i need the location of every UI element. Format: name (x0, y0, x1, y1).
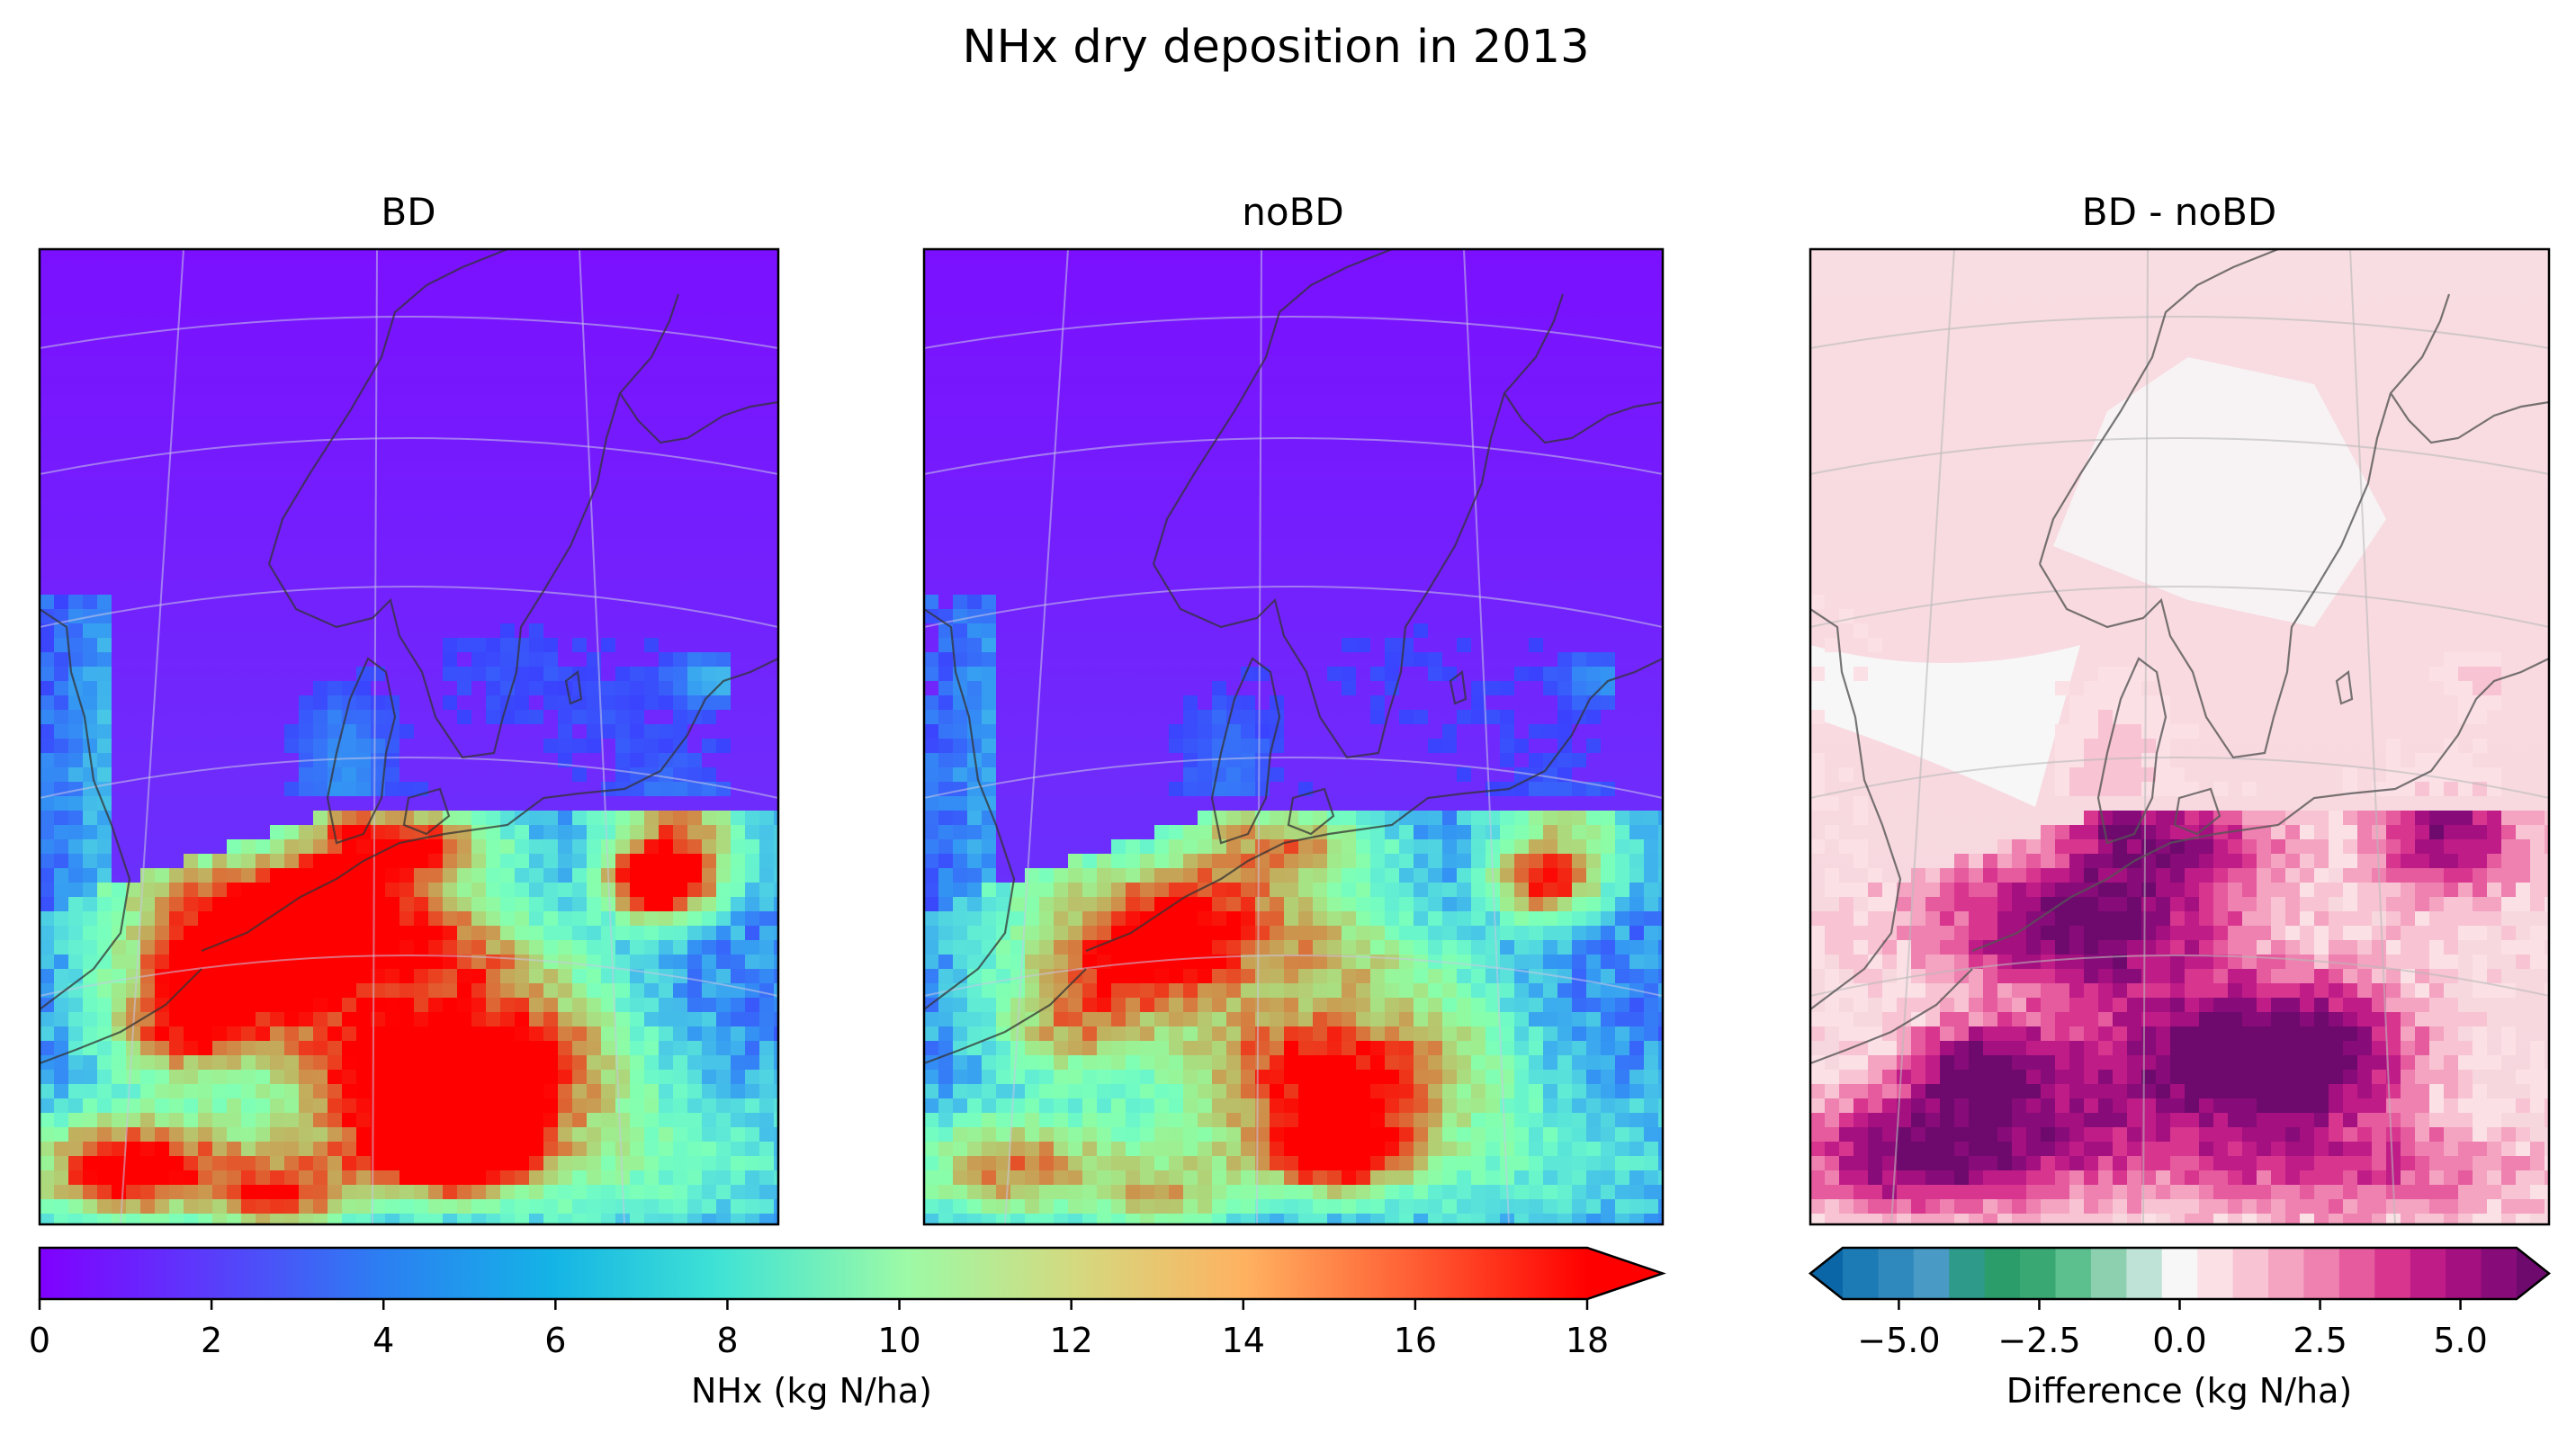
map-panel-diff (1810, 249, 2549, 1224)
colorbar-nhx-tick-label: 14 (1222, 1321, 1265, 1360)
colorbar-diff-extend-low (1810, 1248, 1843, 1299)
colorbar-diff-segment (1843, 1248, 1880, 1299)
colorbar-diff-tick-label: −2.5 (1997, 1321, 2080, 1360)
colorbar-diff-segment (2338, 1248, 2375, 1299)
panel-title-nobd: noBD (1242, 190, 1343, 234)
colorbar-diff-label: Difference (kg N/ha) (2006, 1371, 2352, 1411)
colorbar-diff-segment (2481, 1248, 2518, 1299)
colorbar-nhx-tick-label: 10 (877, 1321, 920, 1360)
coastline-diff (1810, 249, 2549, 1065)
colorbar-nhx-label: NHx (kg N/ha) (691, 1371, 932, 1411)
map-panel-nobd (924, 249, 1663, 1224)
colorbar-nhx-extend-arrow (1587, 1248, 1663, 1299)
panel-title-diff: BD - noBD (2082, 190, 2276, 234)
colorbar-diff-segment (2020, 1248, 2057, 1299)
colorbar-nhx-tick-label: 16 (1394, 1321, 1437, 1360)
colorbar-nhx-tick-label: 0 (29, 1321, 50, 1360)
colorbar-diff-segment (2055, 1248, 2092, 1299)
graticule-nobd (924, 249, 1663, 1224)
colorbar-diff-tick-label: 0.0 (2152, 1321, 2206, 1360)
colorbar-diff-tick-label: −5.0 (1857, 1321, 1940, 1360)
colorbar-nhx-tick-label: 12 (1049, 1321, 1092, 1360)
deposition-field-nobd (924, 595, 1663, 1224)
figure-title: NHx dry deposition in 2013 (962, 21, 1589, 74)
graticule-diff (1810, 249, 2549, 1224)
panel-title-bd: BD (381, 190, 435, 234)
colorbar-nhx: 0 2 4 6 8 10 12 14 16 18 NHx (kg N/ha) (29, 1246, 1666, 1411)
colorbar-diff-segment (1949, 1248, 1986, 1299)
colorbar-diff-segment (2197, 1248, 2234, 1299)
colorbar-nhx-tick-label: 18 (1566, 1321, 1609, 1360)
colorbar-diff-segment (2126, 1248, 2163, 1299)
map-frame-diff (1809, 247, 2551, 1226)
colorbar-diff-segment (1878, 1248, 1915, 1299)
deposition-field-bd (40, 595, 778, 1224)
colorbar-diff-segment (2374, 1248, 2411, 1299)
colorbar-diff-segment (2268, 1248, 2305, 1299)
colorbar-diff-segment (2232, 1248, 2269, 1299)
map-panel-bd (40, 249, 778, 1224)
colorbar-diff-segment (1984, 1248, 2021, 1299)
colorbar-diff-segment (2303, 1248, 2340, 1299)
colorbar-nhx-gradient (40, 1248, 1587, 1299)
colorbar-diff-tick-label: 5.0 (2433, 1321, 2487, 1360)
colorbar-nhx-tick-label: 4 (372, 1321, 394, 1360)
colorbar-diff: −5.0 −2.5 0.0 2.5 5.0 Difference (kg N/ha) (1808, 1246, 2552, 1411)
colorbar-diff-extend-high (2517, 1248, 2549, 1299)
coastline-nobd (924, 249, 1663, 1065)
map-frame-bd (38, 247, 780, 1226)
colorbar-diff-segment (2410, 1248, 2446, 1299)
colorbar-diff-segment (1913, 1248, 1950, 1299)
graticule-bd (40, 249, 778, 1224)
colorbar-nhx-tick-label: 6 (544, 1321, 566, 1360)
map-frame-nobd (922, 247, 1665, 1226)
colorbar-diff-segment (2446, 1248, 2482, 1299)
colorbar-diff-segment (2161, 1248, 2198, 1299)
colorbar-nhx-tick-label: 8 (716, 1321, 738, 1360)
colorbar-nhx-tick-label: 2 (201, 1321, 222, 1360)
coastline-bd (40, 249, 778, 1065)
colorbar-diff-segment (2090, 1248, 2127, 1299)
colorbar-diff-tick-label: 2.5 (2293, 1321, 2347, 1360)
